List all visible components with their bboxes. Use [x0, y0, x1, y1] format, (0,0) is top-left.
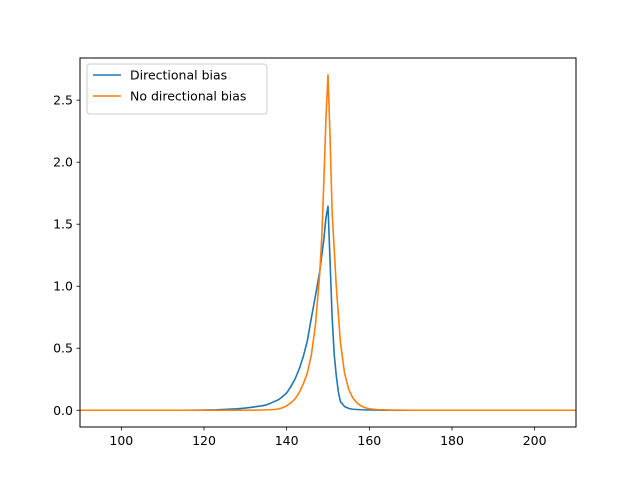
y-tick-label: 1.5 — [53, 217, 73, 232]
legend-label: Directional bias — [130, 68, 227, 83]
x-tick-label: 120 — [192, 433, 216, 448]
x-tick-label: 140 — [275, 433, 299, 448]
y-axis: 0.0 0.5 1.0 1.5 2.0 2.5 — [53, 93, 80, 418]
plot-area — [80, 58, 576, 427]
legend-label: No directional bias — [130, 89, 246, 104]
x-tick-label: 160 — [357, 433, 381, 448]
y-tick-label: 0.0 — [53, 403, 73, 418]
x-tick-label: 100 — [109, 433, 133, 448]
y-tick-label: 2.0 — [53, 155, 73, 170]
axes-frame — [79, 57, 577, 428]
y-tick-label: 1.0 — [53, 279, 73, 294]
y-tick-label: 2.5 — [53, 93, 73, 108]
series-line-1 — [80, 205, 576, 412]
y-tick-label: 0.5 — [53, 341, 73, 356]
axes-background — [80, 58, 576, 427]
x-tick-label: 180 — [440, 433, 464, 448]
x-axis: 100 120 140 160 180 200 — [109, 427, 547, 448]
series-line-2 — [80, 73, 576, 412]
legend: Directional bias No directional bias — [86, 63, 268, 115]
x-tick-label: 200 — [523, 433, 547, 448]
legend-box — [86, 63, 268, 115]
series-layer — [80, 73, 576, 412]
